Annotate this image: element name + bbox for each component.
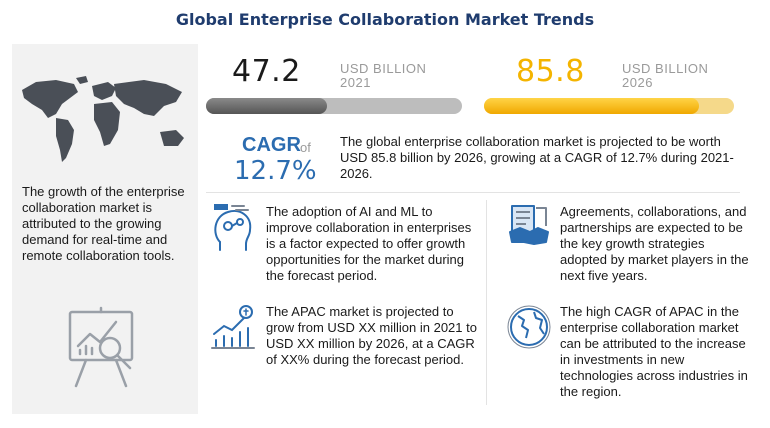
kpi-2021-unit-label: USD BILLION xyxy=(340,61,427,76)
kpi-2021-year: 2021 xyxy=(340,75,371,90)
point-apac-cagr: The high CAGR of APAC in the enterprise … xyxy=(560,304,748,399)
ai-brain-icon xyxy=(214,204,252,251)
analysis-chart-icon xyxy=(68,306,134,388)
globe-icon xyxy=(507,305,551,349)
kpi-2021-value: 47.2 xyxy=(232,54,301,89)
point-apac-market: The APAC market is projected to grow fro… xyxy=(266,304,477,367)
kpi-2021-unit: USD BILLION 2021 xyxy=(340,62,426,90)
kpi-2026-unit-label: USD BILLION xyxy=(622,61,709,76)
cagr-of: of xyxy=(300,140,311,155)
cagr-label: CAGR xyxy=(242,134,301,156)
bar-2021 xyxy=(206,98,327,114)
kpi-2026-value: 85.8 xyxy=(516,54,585,89)
cagr-value: 12.7% xyxy=(234,156,317,186)
left-panel: The growth of the enterprise collaborati… xyxy=(12,44,198,414)
left-panel-text: The growth of the enterprise collaborati… xyxy=(22,184,185,263)
divider-vertical xyxy=(486,200,487,405)
bar-2026 xyxy=(484,98,699,114)
infographic-title: Global Enterprise Collaboration Market T… xyxy=(175,10,595,29)
divider-horizontal xyxy=(206,192,740,193)
market-summary: The global enterprise collaboration mark… xyxy=(340,134,734,181)
point-ai-ml: The adoption of AI and ML to improve col… xyxy=(266,204,472,283)
handshake-icon xyxy=(509,205,549,245)
world-map-icon xyxy=(22,76,184,162)
kpi-2026-unit: USD BILLION 2026 xyxy=(622,62,708,90)
point-partnerships: Agreements, collaborations, and partners… xyxy=(560,204,749,283)
growth-chart-icon xyxy=(211,305,255,349)
kpi-2026-year: 2026 xyxy=(622,75,653,90)
